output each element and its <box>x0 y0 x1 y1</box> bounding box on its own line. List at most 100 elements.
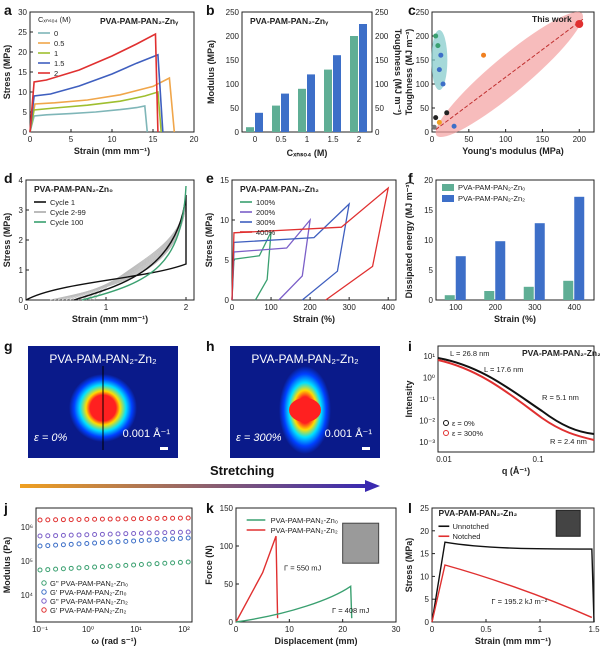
y2-tick-label: 250 <box>375 8 389 17</box>
series-line <box>437 357 595 435</box>
y-tick-label: 20 <box>424 176 433 185</box>
annotation: R = 5.1 nm <box>542 393 579 402</box>
x-tick-label: 0 <box>430 625 435 634</box>
x-tick-label: 200 <box>489 303 503 312</box>
bar <box>350 36 358 132</box>
panel-label-l: l <box>408 500 412 516</box>
data-point <box>177 559 183 565</box>
data-point <box>131 530 137 536</box>
panel-label-k: k <box>206 500 214 516</box>
x-tick-label: 15 <box>149 135 158 144</box>
x-tick-label: 10¹ <box>130 625 142 634</box>
saxs-title: PVA-PAM-PAN₂-Zn₂ <box>251 352 359 366</box>
x-tick-label: 1 <box>104 303 109 312</box>
cycle-100-line <box>81 185 187 301</box>
y-axis-label: Toughness (MJ m⁻³) <box>404 29 414 116</box>
data-point <box>146 537 152 543</box>
y-tick-label: 10⁻² <box>419 417 435 426</box>
x-tick-label: 200 <box>573 135 587 144</box>
bar <box>359 24 367 132</box>
data-point <box>431 124 437 130</box>
data-point <box>138 562 144 568</box>
data-point <box>146 561 152 567</box>
saxs-strain: ε = 300% <box>236 432 282 444</box>
chart-title: PVA-PAM-PAN₂-Zn₂ <box>438 508 517 518</box>
y-tick-label: 10 <box>18 88 27 97</box>
y-tick-label: 100 <box>226 80 240 89</box>
data-point <box>162 515 168 521</box>
x-tick-label: 1 <box>538 625 543 634</box>
plot-frame <box>231 179 397 301</box>
bar <box>523 286 534 300</box>
data-point <box>154 537 160 543</box>
data-point <box>154 515 160 521</box>
legend-label: G' PVA-PAM-PAN₂-Zn₂ <box>50 606 127 615</box>
y-axis-label: Dissipated energy (MJ m⁻³) <box>404 182 414 299</box>
legend-label: Notched <box>453 532 481 541</box>
saxs-scale-bar <box>362 447 370 450</box>
legend-label: PVA-PAM-PAN₂-Zn₀ <box>271 516 338 525</box>
data-point <box>131 516 137 522</box>
data-point <box>575 20 584 28</box>
data-point <box>107 563 113 569</box>
y-tick-label: 200 <box>416 32 430 41</box>
data-point <box>45 567 51 573</box>
panel-label-b: b <box>206 2 215 18</box>
chart-title: PVA-PAM-PAN₂-Znᵧ <box>250 16 329 26</box>
x-tick-label: 20 <box>190 135 199 144</box>
data-point <box>177 535 183 541</box>
chart-i: 10⁻³ 10⁻² 10⁻¹ 10⁰ 10¹ 0.01 0.1q (Å⁻¹) Intensit… <box>404 345 600 476</box>
data-point <box>162 560 168 566</box>
chart-c: 0 50 100 150 200 0 50 100 150 200 250 Young's modul… <box>404 8 595 156</box>
data-point <box>53 542 59 548</box>
series-line <box>29 53 164 133</box>
data-point <box>170 529 176 535</box>
data-point <box>123 538 129 544</box>
legend-label: 0.5 <box>54 39 64 48</box>
data-point <box>60 542 66 548</box>
data-point <box>68 532 74 538</box>
data-point <box>138 530 144 536</box>
chart-j: 10⁻¹ 10⁰ 10¹ 10² 10⁴ 10⁵ 10⁶ ω (rad s⁻¹) Modulus… <box>2 507 193 646</box>
y-axis-label: Stress (MPa) <box>2 213 12 268</box>
data-point <box>138 516 144 522</box>
cycle-line <box>73 203 187 301</box>
y-tick-label: 10¹ <box>423 352 435 361</box>
data-point <box>162 530 168 536</box>
bar <box>563 280 574 300</box>
y-tick-label: 5 <box>225 256 230 265</box>
legend-marker <box>41 607 47 613</box>
data-point <box>154 530 160 536</box>
data-point <box>170 560 176 566</box>
y-tick-label: 150 <box>220 504 234 513</box>
bar <box>333 55 341 133</box>
saxs-strain: ε = 0% <box>34 432 68 444</box>
chart-title: PVA-PAM-PAN₂-Zn₀ <box>34 184 113 194</box>
x-tick-label: 300 <box>528 303 542 312</box>
data-point <box>45 517 51 523</box>
y-tick-label: 250 <box>416 8 430 17</box>
chart-b: 0 0 50 50 100 100 150 150 200 200 250 250 0 0.5 1 1.5 2 C… <box>206 8 402 158</box>
data-point <box>92 540 98 546</box>
data-point <box>123 531 129 537</box>
y-tick-label: 50 <box>420 104 429 113</box>
bar <box>495 241 506 300</box>
series-line <box>29 76 176 133</box>
data-point <box>92 564 98 570</box>
bar <box>246 127 254 132</box>
legend-label: PVA-PAM-PAN₂-Zn₂ <box>458 194 525 203</box>
y-tick-label: 5 <box>429 266 434 275</box>
data-point <box>185 529 191 535</box>
chart-title: PVA-PAM-PAN₂-Zn₂ <box>240 184 319 194</box>
data-point <box>123 562 129 568</box>
legend-marker <box>41 580 47 586</box>
x-tick-label: 2 <box>184 303 189 312</box>
legend-label: PVA-PAM-PAN₂-Zn₂ <box>271 526 338 535</box>
y-tick-label: 15 <box>420 550 429 559</box>
annotation: R = 2.4 nm <box>550 437 587 446</box>
x-tick-label: 150 <box>536 135 550 144</box>
cycle-line <box>85 203 187 301</box>
data-point <box>92 532 98 538</box>
y-axis-label: Force (N) <box>204 545 214 585</box>
data-point <box>170 515 176 521</box>
